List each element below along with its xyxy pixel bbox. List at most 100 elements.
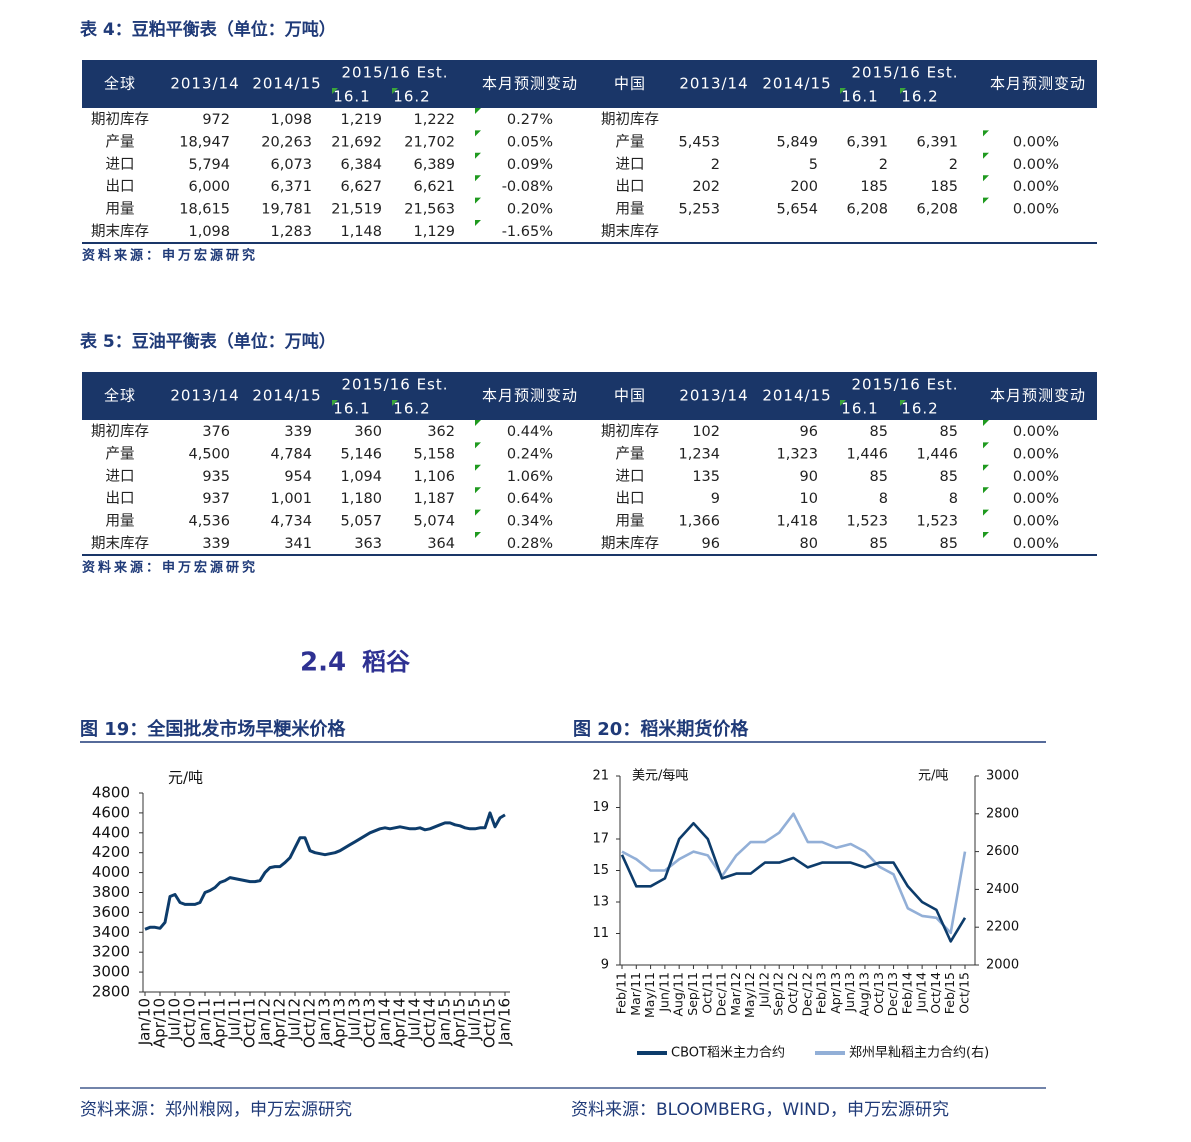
x-tick-label: Oct/12: [301, 998, 319, 1048]
x-tick-label: Jul/11: [226, 998, 244, 1041]
cell-marker: [475, 464, 481, 471]
cell: 1,094: [340, 469, 382, 485]
y2-tick-label: 2200: [986, 920, 1019, 935]
cell-marker: [983, 487, 989, 494]
x-tick-label: Jul/12: [756, 972, 771, 1008]
x-tick-label: Jun/11: [656, 972, 671, 1013]
x-tick-label: Apr/11: [211, 998, 229, 1048]
header-cell: 2014/15: [252, 387, 321, 405]
x-tick-label: Jul/15: [466, 998, 484, 1041]
line-series: [144, 811, 506, 931]
x-tick-label: Feb/13: [814, 972, 829, 1014]
row-label: 出口: [106, 178, 135, 195]
cell: 1,446: [846, 446, 888, 462]
header-cell: 16.1: [333, 400, 370, 418]
cell: 185: [860, 179, 888, 195]
cell: 102: [692, 424, 720, 440]
cell: 954: [284, 469, 312, 485]
cell: 0.00%: [1013, 536, 1059, 552]
cell: 0.00%: [1013, 157, 1059, 173]
cell: 10: [800, 491, 818, 507]
cell-marker: [475, 152, 481, 159]
cell: 6,391: [846, 134, 888, 150]
legend-label: CBOT稻米主力合约: [671, 1046, 785, 1061]
table-title: 表 4：豆粕平衡表（单位：万吨）: [80, 19, 336, 40]
header-cell: 16.1: [333, 88, 370, 106]
cell: 6,384: [340, 157, 382, 173]
header-cell: 2015/16 Est.: [341, 376, 448, 394]
table-source: 资料来源：申万宏源研究: [82, 248, 258, 264]
cell: 4,734: [270, 514, 312, 530]
cell: 1,001: [270, 491, 312, 507]
y-tick-label: 21: [592, 769, 609, 784]
table-title: 表 5：豆油平衡表（单位：万吨）: [80, 331, 336, 352]
header-cell: 2015/16 Est.: [851, 64, 958, 82]
cell: 185: [930, 179, 958, 195]
cell-marker: [475, 420, 481, 426]
cell: 1,418: [776, 514, 818, 530]
row-label: 用量: [106, 514, 135, 530]
cell: 8: [949, 491, 958, 507]
cell: 0.00%: [1013, 514, 1059, 530]
cell: 0.34%: [507, 514, 553, 530]
cell: 20,263: [261, 134, 312, 150]
row-label: 期末库存: [601, 223, 659, 240]
table-header: [82, 60, 1097, 108]
cell: 2: [711, 157, 720, 173]
header-cell: 2014/15: [252, 75, 321, 93]
header-marker: [332, 400, 338, 406]
header-cell: 本月预测变动: [990, 387, 1086, 405]
cell-marker: [475, 442, 481, 449]
y-tick-label: 4000: [92, 863, 130, 881]
cell: 85: [940, 424, 958, 440]
header-marker: [392, 400, 398, 406]
cell-marker: [983, 152, 989, 159]
cell: 0.00%: [1013, 491, 1059, 507]
x-tick-label: Apr/10: [151, 998, 169, 1048]
row-label: 产量: [616, 445, 645, 462]
x-tick-label: Oct/14: [421, 998, 439, 1048]
header-cell: 2015/16 Est.: [341, 64, 448, 82]
x-tick-label: Dec/11: [714, 972, 729, 1016]
y-tick-label: 13: [592, 895, 609, 910]
y2-tick-label: 2800: [986, 806, 1019, 821]
table-header: [82, 372, 1097, 420]
cell: 18,615: [179, 202, 230, 218]
x-tick-label: Jul/10: [166, 998, 184, 1041]
cell: 85: [870, 469, 888, 485]
x-tick-label: Feb/14: [899, 972, 914, 1014]
cell-marker: [983, 197, 989, 204]
cell: 85: [940, 469, 958, 485]
cell: 5,849: [776, 134, 818, 150]
cell: 339: [284, 424, 312, 440]
header-cell: 16.2: [901, 88, 938, 106]
cell: 5: [809, 157, 818, 173]
cell: 1,148: [340, 224, 382, 240]
row-label: 期初库存: [91, 423, 149, 440]
cell: 341: [284, 536, 312, 552]
y-tick-label: 15: [592, 863, 609, 878]
cell-marker: [475, 220, 481, 226]
y-tick-label: 3400: [92, 923, 130, 941]
x-tick-label: Dec/12: [799, 972, 814, 1016]
cell: 21,563: [404, 202, 455, 218]
cell: 5,654: [776, 202, 818, 218]
x-tick-label: Oct/15: [481, 998, 499, 1048]
header-cell: 2014/15: [762, 75, 831, 93]
x-tick-label: Jul/13: [346, 998, 364, 1041]
row-label: 进口: [106, 156, 135, 173]
y-tick-label: 3600: [92, 903, 130, 921]
cell: 6,208: [846, 202, 888, 218]
cell: 6,627: [340, 179, 382, 195]
x-tick-label: Apr/13: [828, 972, 843, 1014]
cell-marker: [983, 130, 989, 137]
cell: 6,371: [270, 179, 312, 195]
cell: 6,073: [270, 157, 312, 173]
line-series: [620, 822, 967, 943]
cell-marker: [475, 509, 481, 516]
row-label: 期初库存: [601, 111, 659, 128]
y-tick-label: 2800: [92, 983, 130, 1001]
cell: 6,208: [916, 202, 958, 218]
x-tick-label: Aug/11: [671, 972, 686, 1017]
